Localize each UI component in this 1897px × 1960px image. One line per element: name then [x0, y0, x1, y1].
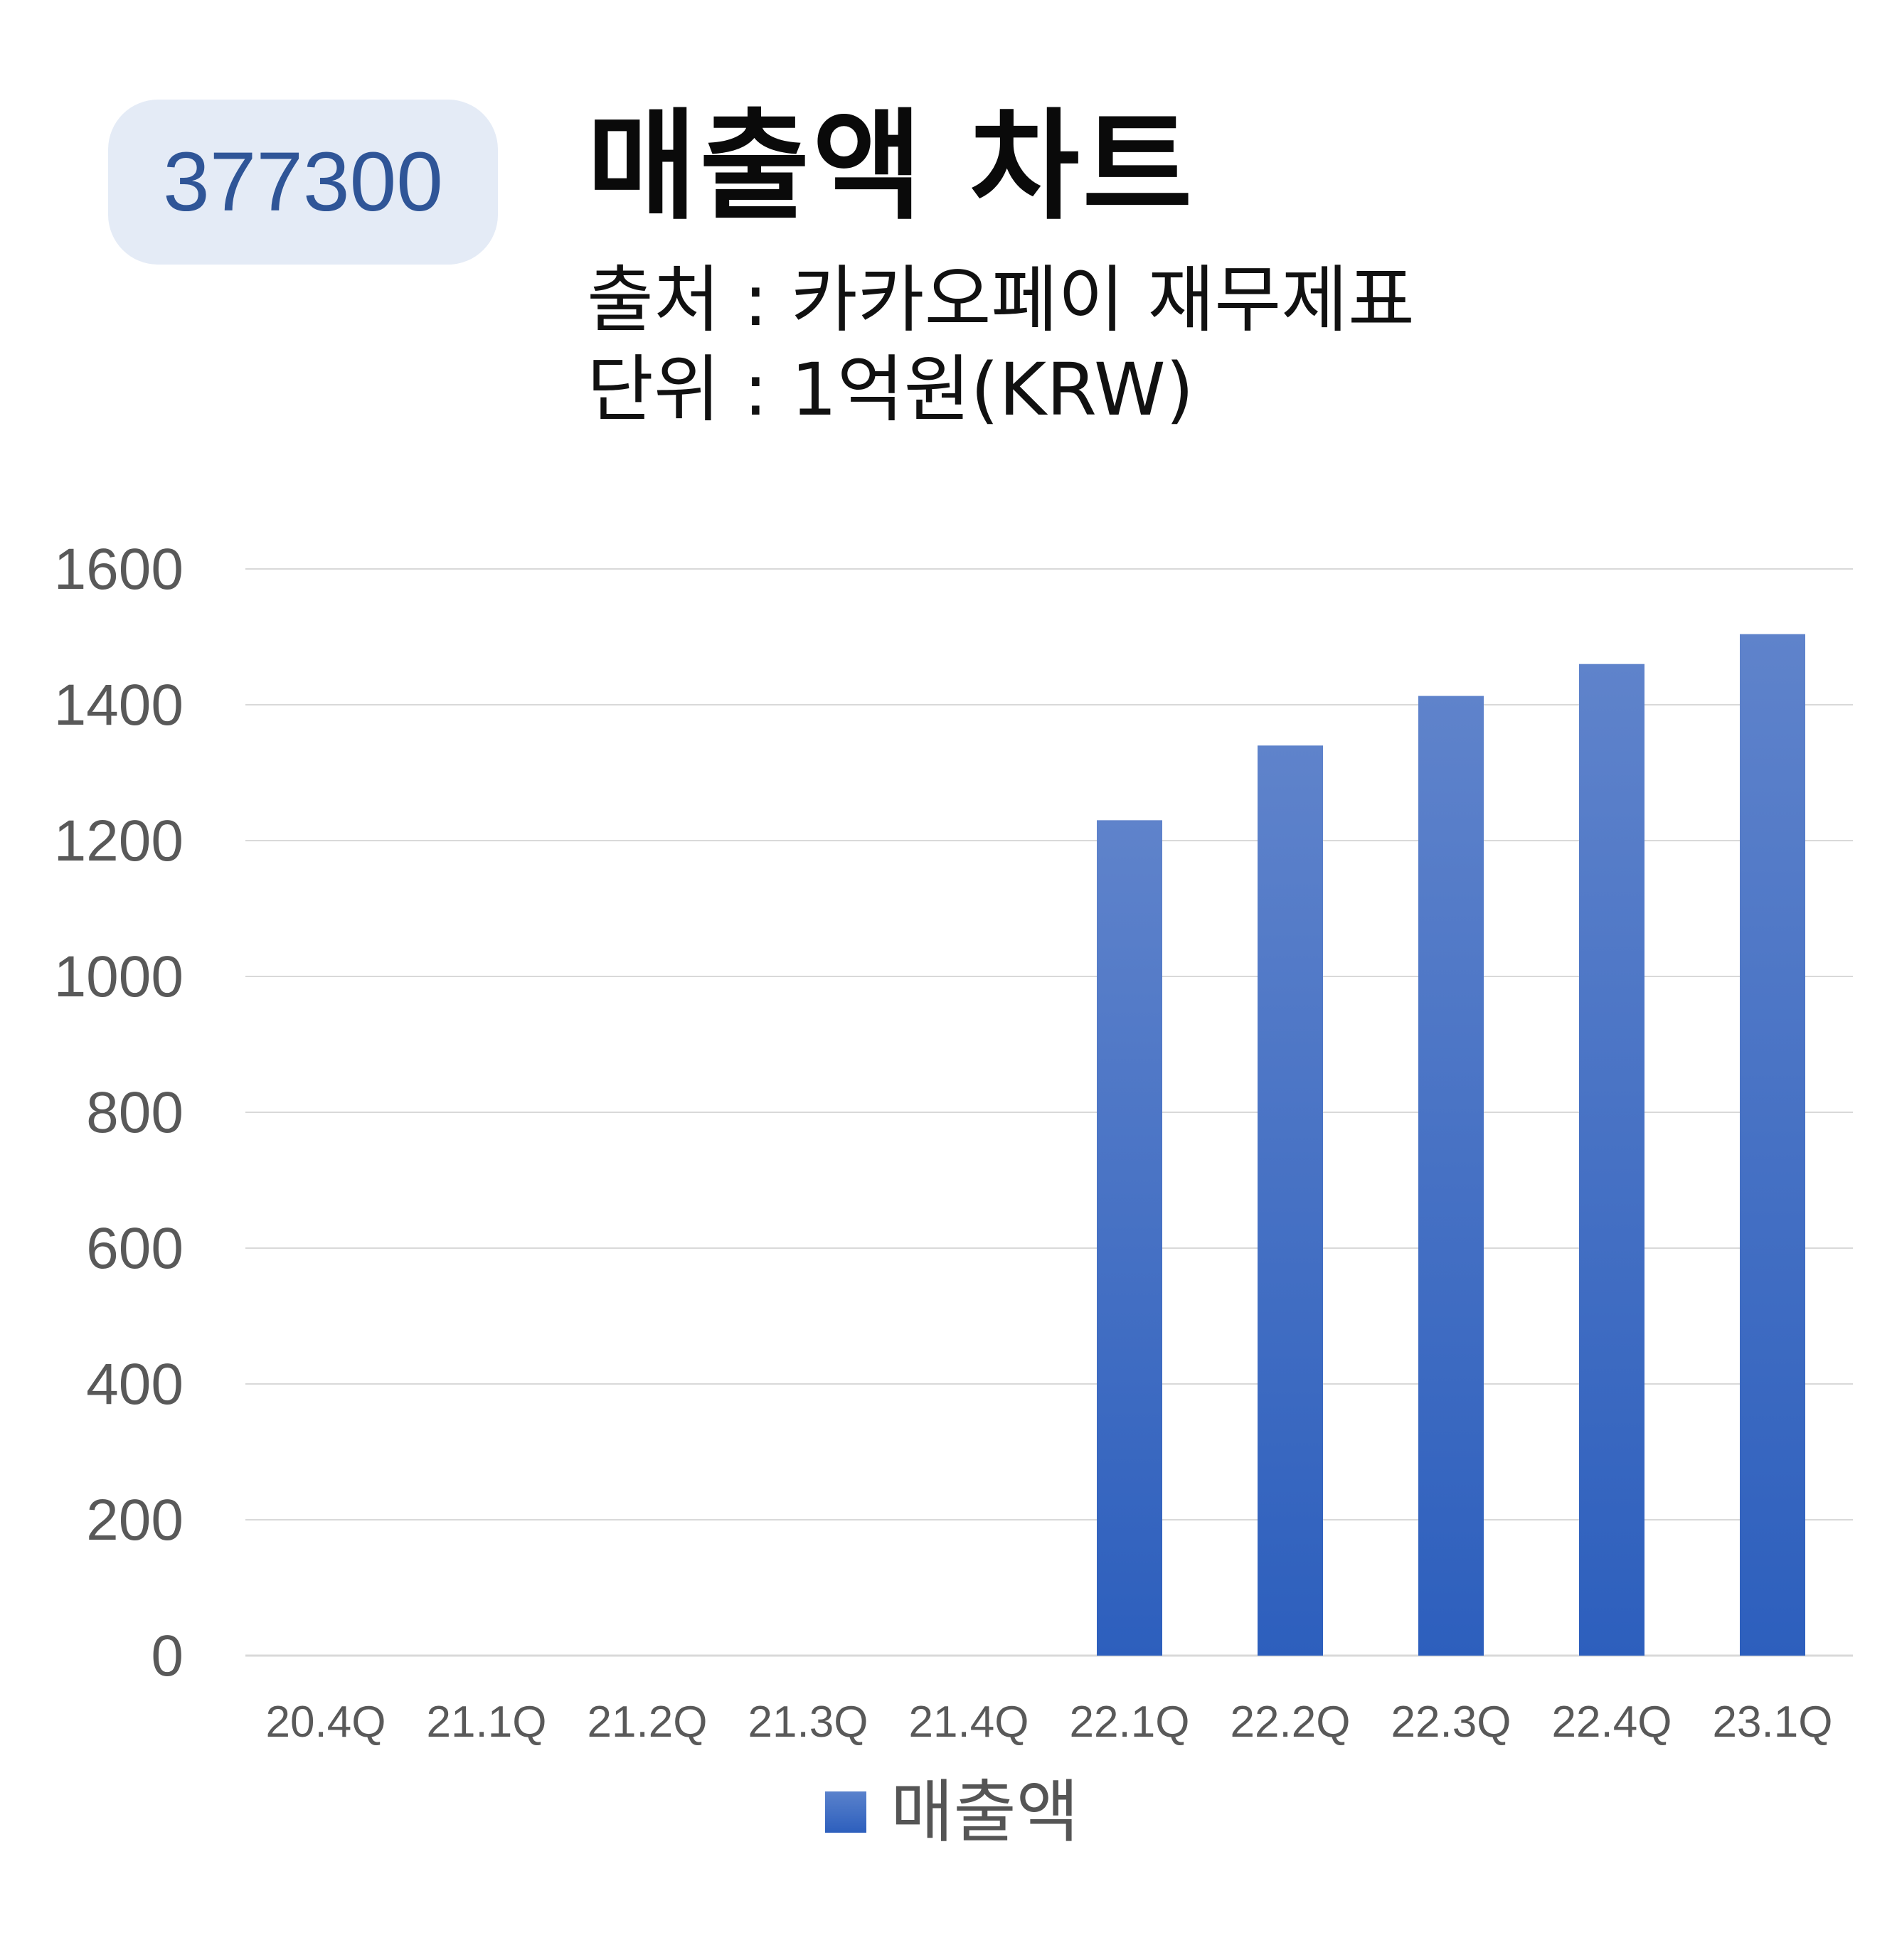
source-text: 출처 : 카카오페이 재무제표: [587, 258, 1415, 343]
y-tick-label: 0: [151, 1624, 184, 1688]
legend: 매출액: [825, 1778, 1079, 1846]
x-tick-label: 21.3Q: [748, 1698, 868, 1747]
x-tick-label: 21.2Q: [588, 1698, 708, 1747]
x-tick-label: 22.3Q: [1391, 1698, 1511, 1747]
y-tick-label: 1200: [54, 809, 184, 873]
y-tick-label: 600: [86, 1216, 184, 1281]
bar: [1258, 745, 1323, 1656]
bar: [1097, 820, 1162, 1656]
x-tick-label: 21.4Q: [909, 1698, 1029, 1747]
bar: [1418, 696, 1484, 1656]
y-tick-label: 1000: [54, 944, 184, 1009]
x-tick-label: 22.1Q: [1070, 1698, 1190, 1747]
x-tick-label: 22.2Q: [1231, 1698, 1351, 1747]
bar: [1740, 634, 1805, 1656]
stock-code-badge: 377300: [108, 100, 498, 265]
x-tick-label: 22.4Q: [1552, 1698, 1672, 1747]
y-axis-tick-labels: 0 200 400 600 800 1000 1200 1400 1600: [54, 537, 184, 1688]
bars: [1097, 634, 1805, 1656]
chart-title: 매출액 차트: [587, 97, 1196, 236]
unit-text: 단위 : 1억원(KRW): [587, 348, 1194, 432]
x-axis-tick-labels: 20.4Q 21.1Q 21.2Q 21.3Q 21.4Q 22.1Q 22.2Q 22.3Q…: [266, 1698, 1833, 1747]
legend-swatch: [825, 1791, 866, 1833]
y-tick-label: 1600: [54, 537, 184, 602]
x-tick-label: 23.1Q: [1713, 1698, 1833, 1747]
y-tick-label: 200: [86, 1488, 184, 1552]
x-tick-label: 21.1Q: [427, 1698, 547, 1747]
stock-code: 377300: [163, 135, 443, 229]
legend-label: 매출액: [891, 1772, 1079, 1852]
y-tick-label: 1400: [54, 673, 184, 737]
y-tick-label: 400: [86, 1352, 184, 1417]
y-tick-label: 800: [86, 1080, 184, 1145]
x-tick-label: 20.4Q: [266, 1698, 386, 1747]
bar: [1579, 664, 1644, 1656]
